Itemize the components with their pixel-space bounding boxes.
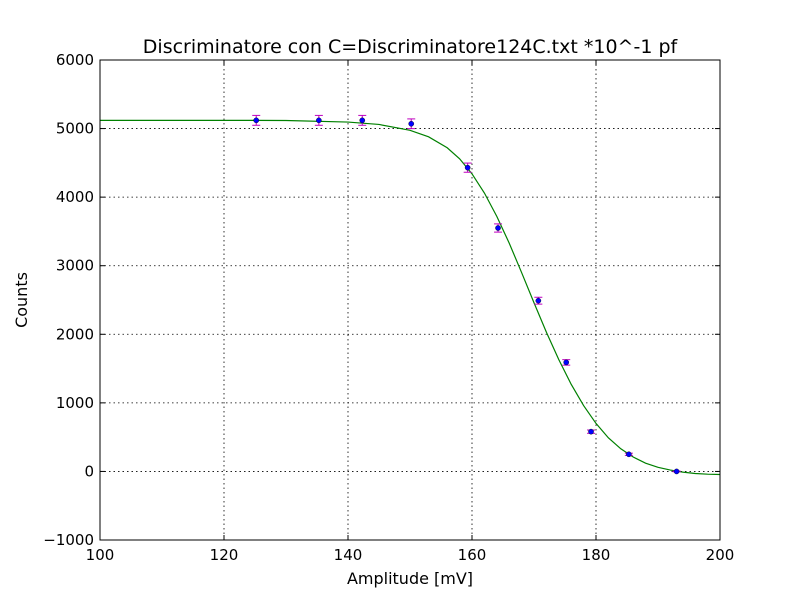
point-marker xyxy=(359,117,366,124)
data-point xyxy=(358,114,367,126)
x-tick-label: 200 xyxy=(706,546,735,564)
point-marker xyxy=(563,359,570,366)
point-marker xyxy=(535,297,542,304)
y-tick-label: 5000 xyxy=(56,120,94,138)
point-marker xyxy=(673,468,680,475)
point-marker xyxy=(588,428,594,435)
data-point xyxy=(314,114,323,126)
data-point xyxy=(407,118,416,130)
x-tick-label: 120 xyxy=(210,546,239,564)
point-marker xyxy=(316,117,322,124)
data-point xyxy=(624,451,633,458)
x-tick-label: 160 xyxy=(458,546,487,564)
data-point xyxy=(672,468,681,475)
data-point xyxy=(562,359,571,366)
x-tick-label: 100 xyxy=(86,546,115,564)
x-tick-label: 180 xyxy=(582,546,611,564)
data-point xyxy=(587,428,596,435)
y-tick-label: 0 xyxy=(84,462,94,480)
data-point xyxy=(463,162,472,173)
data-point xyxy=(252,114,261,126)
fit-curve-line xyxy=(100,119,721,476)
y-tick-label: −1000 xyxy=(43,531,94,549)
y-tick-label: 3000 xyxy=(56,257,94,275)
data-points-layer xyxy=(252,114,681,475)
point-marker xyxy=(626,451,632,458)
x-tick-label: 140 xyxy=(334,546,363,564)
data-point xyxy=(534,296,543,305)
point-marker xyxy=(408,120,415,127)
chart-title: Discriminatore con C=Discriminatore124C.… xyxy=(143,36,679,58)
y-tick-label: 1000 xyxy=(56,394,94,412)
x-axis-label: Amplitude [mV] xyxy=(347,569,473,588)
point-marker xyxy=(495,225,501,231)
plot-frame xyxy=(99,59,721,541)
y-tick-label: 2000 xyxy=(56,325,94,343)
axis-ticks: 100 120 140 160 180 200 −1000 0 1000 2000 3000 4000… xyxy=(43,51,734,564)
data-point xyxy=(494,223,503,233)
y-tick-label: 6000 xyxy=(56,51,94,69)
y-axis-label: Counts xyxy=(12,272,31,328)
point-marker xyxy=(253,117,260,124)
y-tick-label: 4000 xyxy=(56,188,94,206)
point-marker xyxy=(464,164,471,171)
fit-curve-layer xyxy=(100,119,721,476)
